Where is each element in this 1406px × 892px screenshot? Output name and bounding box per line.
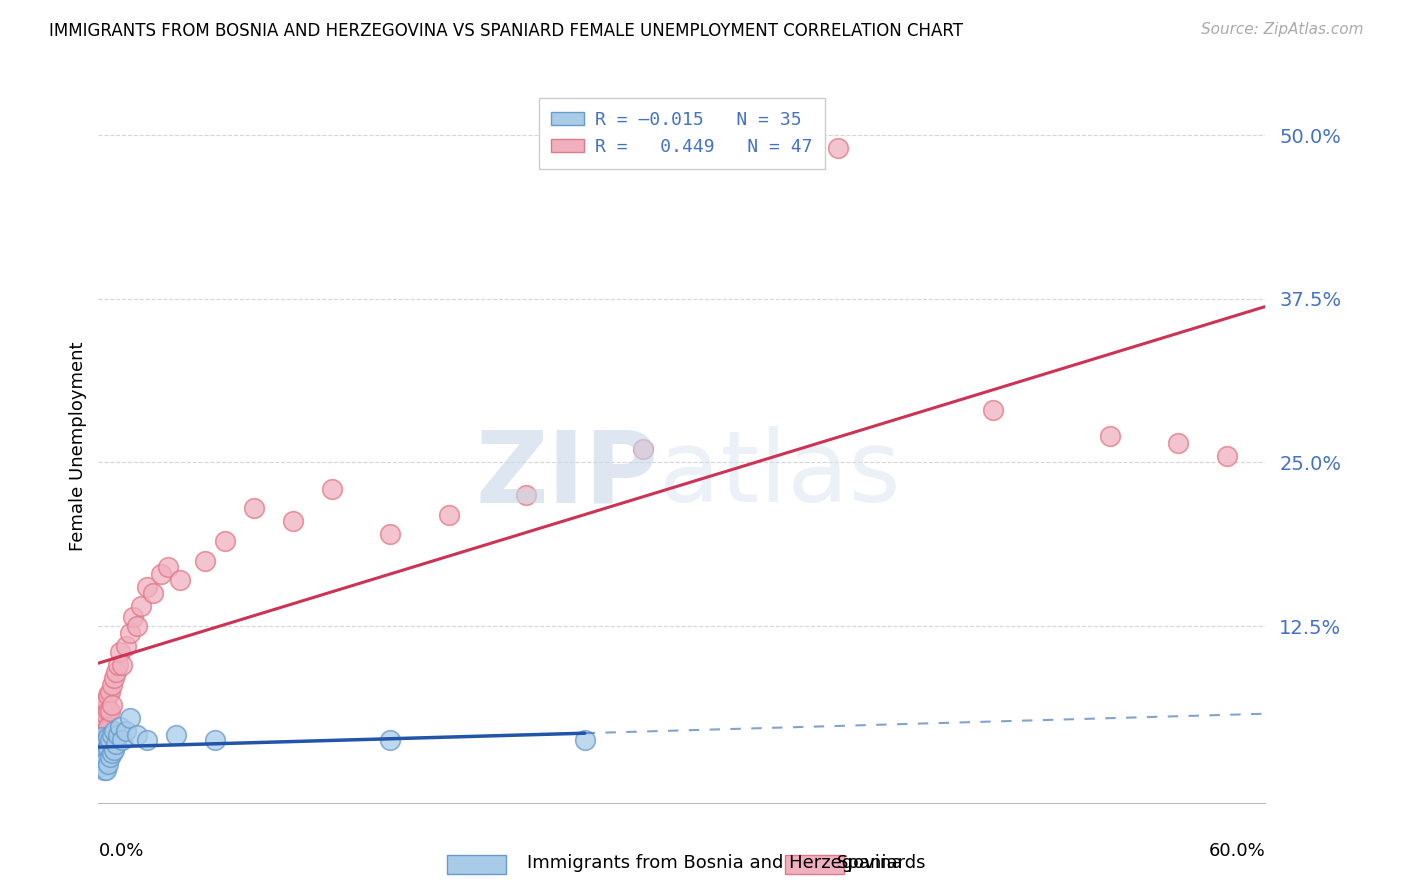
Point [165, 728, 187, 742]
Point [380, 733, 402, 747]
Point [118, 625, 141, 640]
Point [96, 763, 118, 777]
Point [97, 740, 120, 755]
Text: Spaniards: Spaniards [837, 855, 927, 872]
Point [98, 684, 121, 698]
Point [104, 737, 127, 751]
Point [827, 141, 849, 155]
Point [93, 754, 115, 768]
Point [149, 566, 172, 581]
Point [437, 508, 460, 522]
Text: 0.0%: 0.0% [98, 842, 143, 860]
Point [91, 717, 114, 731]
Point [111, 658, 134, 673]
Point [142, 586, 165, 600]
Point [101, 728, 124, 742]
Point [97, 704, 120, 718]
Point [1215, 449, 1237, 463]
Point [103, 672, 125, 686]
Point [380, 527, 402, 541]
Point [114, 723, 136, 738]
Point [122, 610, 145, 624]
Text: IMMIGRANTS FROM BOSNIA AND HERZEGOVINA VS SPANIARD FEMALE UNEMPLOYMENT CORRELATI: IMMIGRANTS FROM BOSNIA AND HERZEGOVINA V… [49, 22, 963, 40]
Point [97, 720, 120, 734]
Legend: R = ‒0.015   N = 35, R =   0.449   N = 47: R = ‒0.015 N = 35, R = 0.449 N = 47 [538, 98, 825, 169]
Point [981, 403, 1004, 417]
Point [89, 711, 111, 725]
Point [101, 698, 124, 712]
Point [127, 619, 149, 633]
Point [111, 733, 134, 747]
Point [89, 750, 111, 764]
Point [281, 514, 304, 528]
Point [93, 711, 115, 725]
Point [107, 728, 129, 742]
Point [101, 678, 124, 692]
Text: atlas: atlas [658, 426, 900, 523]
Point [98, 750, 121, 764]
Point [515, 488, 537, 502]
Point [107, 658, 129, 673]
Point [93, 737, 115, 751]
Point [91, 704, 114, 718]
Point [104, 665, 127, 679]
Point [129, 599, 152, 614]
Point [96, 743, 118, 757]
Point [89, 743, 111, 757]
Point [103, 723, 125, 738]
Point [91, 754, 114, 768]
Point [91, 759, 114, 773]
Point [194, 553, 217, 567]
Point [96, 733, 118, 747]
Point [108, 645, 131, 659]
Point [97, 731, 120, 745]
Text: 60.0%: 60.0% [1209, 842, 1265, 860]
Point [136, 733, 159, 747]
Point [96, 723, 118, 738]
Point [114, 639, 136, 653]
Point [91, 733, 114, 747]
Point [91, 731, 114, 745]
Text: ZIP: ZIP [475, 426, 658, 523]
Point [96, 754, 118, 768]
Text: Immigrants from Bosnia and Herzegovina: Immigrants from Bosnia and Herzegovina [527, 855, 903, 872]
Point [157, 560, 180, 574]
Point [93, 746, 115, 760]
Point [97, 689, 120, 703]
Point [96, 706, 118, 721]
Point [97, 756, 120, 771]
Point [1167, 435, 1189, 450]
Point [214, 533, 236, 548]
Point [93, 731, 115, 745]
Point [98, 704, 121, 718]
Point [98, 733, 121, 747]
Point [96, 694, 118, 708]
Point [101, 746, 124, 760]
Point [93, 763, 115, 777]
Point [204, 733, 226, 747]
Point [89, 723, 111, 738]
Point [321, 482, 343, 496]
Point [93, 698, 115, 712]
Point [91, 743, 114, 757]
Text: Source: ZipAtlas.com: Source: ZipAtlas.com [1201, 22, 1364, 37]
Point [243, 501, 266, 516]
Point [136, 580, 159, 594]
Point [169, 573, 191, 587]
Y-axis label: Female Unemployment: Female Unemployment [69, 342, 87, 550]
Point [118, 711, 141, 725]
Point [108, 720, 131, 734]
Point [1098, 429, 1121, 443]
Point [574, 733, 596, 747]
Point [103, 743, 125, 757]
Point [631, 442, 654, 457]
Point [127, 728, 149, 742]
